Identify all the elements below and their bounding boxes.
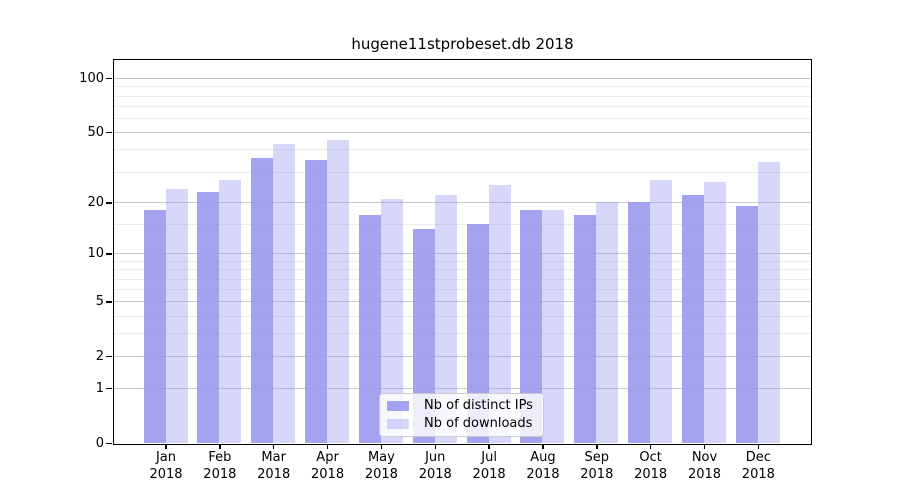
bar-distinct-ips-feb: [197, 191, 220, 444]
bar-downloads-jan: [165, 188, 188, 444]
x-tick-label-may: May 2018: [364, 450, 398, 482]
y-tick-label-1: 1: [95, 380, 104, 396]
gridline-minor-70: [113, 106, 811, 108]
bar-downloads-sep: [596, 202, 619, 444]
bar-distinct-ips-nov: [682, 195, 704, 444]
gridline-major-20: [113, 202, 811, 204]
x-tick-sep: [596, 444, 598, 449]
bar-distinct-ips-dec: [735, 206, 758, 444]
bar-downloads-feb: [219, 179, 242, 444]
bar-distinct-ips-apr: [305, 159, 328, 444]
y-tick-20: [106, 202, 112, 204]
legend-item-downloads: Nb of downloads: [387, 416, 536, 432]
y-tick-label-0: 0: [95, 435, 104, 451]
gridline-minor-90: [113, 86, 811, 88]
gridline-minor-3: [113, 333, 811, 335]
x-tick-label-mar: Mar 2018: [257, 450, 291, 482]
bar-distinct-ips-jul: [466, 223, 489, 444]
legend: Nb of distinct IPs Nb of downloads: [379, 392, 544, 437]
y-tick-label-20: 20: [87, 194, 104, 210]
bar-downloads-aug: [542, 210, 565, 444]
gridline-major-100: [113, 78, 811, 80]
x-tick-aug: [542, 444, 544, 449]
gridline-minor-8: [113, 269, 811, 271]
x-tick-apr: [326, 444, 329, 449]
gridline-minor-40: [113, 149, 811, 151]
bar-distinct-ips-may: [358, 214, 381, 444]
bar-downloads-dec: [757, 161, 780, 444]
x-tick-label-jul: Jul 2018: [472, 450, 506, 482]
y-tick-0: [106, 442, 112, 445]
bar-downloads-jul: [488, 185, 511, 444]
bar-distinct-ips-jan: [143, 210, 166, 444]
x-tick-nov: [703, 444, 706, 449]
x-tick-oct: [649, 444, 652, 449]
bar-downloads-apr: [327, 140, 350, 444]
y-tick-2: [106, 355, 112, 358]
bar-distinct-ips-oct: [628, 202, 651, 444]
gridline-minor-80: [113, 95, 811, 97]
gridline-minor-9: [113, 261, 811, 262]
y-tick-label-100: 100: [79, 70, 104, 86]
x-tick-label-dec: Dec 2018: [741, 450, 775, 482]
gridline-minor-6: [113, 289, 811, 291]
bar-downloads-jun: [434, 195, 457, 444]
x-tick-mar: [272, 444, 275, 449]
gridline-minor-30: [113, 171, 811, 173]
bar-downloads-nov: [704, 182, 726, 444]
x-tick-label-aug: Aug 2018: [526, 450, 560, 482]
y-tick-10: [106, 253, 112, 255]
x-tick-label-jan: Jan 2018: [149, 450, 183, 482]
bar-distinct-ips-jun: [412, 228, 435, 444]
bar-downloads-mar: [273, 143, 296, 444]
x-tick-label-nov: Nov 2018: [687, 450, 722, 482]
y-tick-label-2: 2: [95, 348, 104, 364]
gridline-minor-60: [113, 118, 811, 120]
legend-swatch-downloads: [387, 418, 409, 429]
gridline-minor-4: [113, 315, 811, 317]
x-tick-label-oct: Oct 2018: [634, 450, 668, 482]
gridline-major-5: [113, 301, 811, 303]
bar-distinct-ips-aug: [520, 210, 543, 444]
x-tick-label-apr: Apr 2018: [311, 450, 345, 482]
x-tick-jul: [488, 444, 490, 449]
gridline-major-10: [113, 253, 811, 255]
plot-area: [112, 58, 812, 445]
legend-item-distinct-ips: Nb of distinct IPs: [387, 398, 536, 414]
y-tick-label-10: 10: [87, 245, 104, 261]
bar-downloads-oct: [650, 179, 673, 444]
gridline-minor-15: [113, 223, 811, 225]
gridline-minor-7: [113, 278, 811, 280]
x-tick-may: [380, 444, 383, 449]
legend-label-downloads: Nb of downloads: [424, 415, 533, 431]
gridline-major-2: [113, 356, 811, 358]
y-tick-1: [106, 387, 112, 390]
x-tick-label-jun: Jun 2018: [418, 450, 452, 482]
y-tick-label-50: 50: [87, 124, 104, 140]
y-tick-100: [106, 77, 112, 80]
gridline-major-50: [113, 132, 811, 134]
legend-label-distinct-ips: Nb of distinct IPs: [424, 397, 533, 413]
x-tick-label-sep: Sep 2018: [580, 450, 614, 482]
x-tick-jan: [165, 444, 167, 449]
bar-distinct-ips-mar: [251, 157, 274, 444]
legend-swatch-distinct-ips: [387, 400, 409, 411]
chart-title: hugene11stprobeset.db 2018: [351, 35, 574, 53]
x-tick-dec: [757, 444, 760, 449]
bar-distinct-ips-sep: [574, 214, 597, 444]
x-tick-feb: [219, 444, 221, 449]
y-tick-50: [106, 131, 112, 134]
y-tick-5: [106, 301, 112, 303]
gridline-major-1: [113, 388, 811, 390]
y-tick-label-5: 5: [95, 293, 104, 309]
x-tick-jun: [434, 444, 436, 449]
bar-downloads-may: [380, 198, 403, 444]
x-tick-label-feb: Feb 2018: [203, 450, 237, 482]
